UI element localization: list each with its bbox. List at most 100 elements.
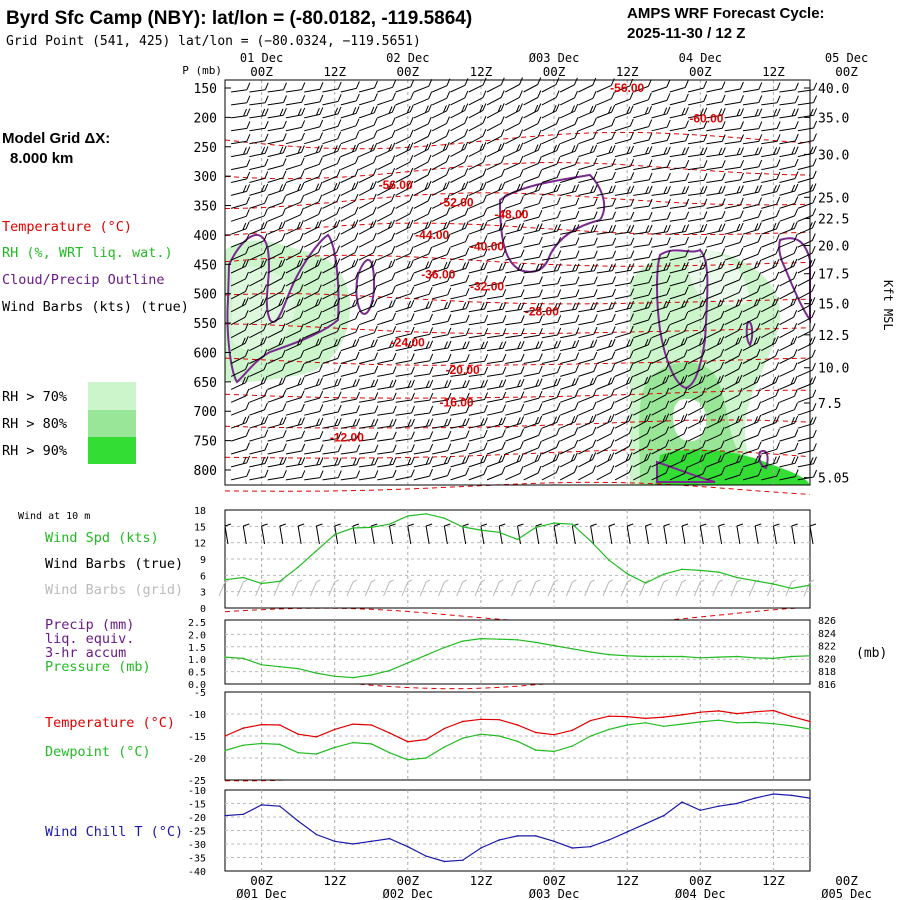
wind-barb [651,262,671,274]
wind-barb [742,401,762,416]
wind-barb [304,157,323,171]
wind-speed-line-point [626,572,628,575]
wind-barb [231,82,251,93]
wind-chill-tick-label: -15 [188,800,206,811]
wind-barb [523,143,542,158]
wind-barb [303,207,323,222]
wind-barb [230,336,249,352]
wind-barb [450,103,469,119]
wind-barb [651,337,670,352]
dewpoint-line-point [717,719,720,721]
wind-barb [267,195,287,209]
wind-barb [340,106,360,119]
wind-chill-line-point [224,814,226,817]
wind-barb [285,457,306,468]
wind-barb [560,364,579,377]
wind-barb [706,427,725,442]
wind-barb [523,116,542,132]
temperature-contour-label: -56.00 [610,81,644,95]
wind-barb [779,362,798,377]
wind-barb [322,351,342,364]
wind-barb [450,392,470,403]
wind-barb [413,91,433,106]
wind-barb [706,414,725,429]
wind-barb [230,428,250,442]
pressure-line-point [370,674,373,676]
wind-barb [505,196,524,209]
wind-barb [596,198,616,209]
temperature-contour [224,192,811,210]
wind-barb [340,118,360,132]
wind-barb [541,210,561,222]
wind-barb [285,284,304,300]
wind-barb [578,401,597,416]
wind-barb [432,353,452,364]
wind-barb [249,196,269,209]
wind-barb [614,237,635,248]
temperature-line-point [699,711,702,714]
wind-barb [779,108,799,119]
wind-barb [230,362,249,377]
wind-barb [359,392,379,403]
wind-barb [614,145,635,158]
wind-barb [249,389,268,403]
wind-chill-line-point [279,805,281,807]
wind-barb [395,167,414,183]
wind-barb [432,287,452,300]
wind-chill-line-point [571,847,574,849]
wind-barb-true [699,523,707,545]
dewpoint-panel-legend: Dewpoint (°C) [45,744,151,760]
wind-barb [779,133,799,145]
wind-barb [285,403,305,416]
wind-barb [742,310,761,326]
wind-barb [578,314,598,326]
wind-barb [322,245,341,261]
wind-barb [651,120,671,132]
wind-barb [742,197,762,209]
wind-barb [761,271,780,287]
wind-barb [249,183,269,196]
wind-barb [322,206,341,222]
temperature-contour-label: -52.00 [440,196,474,210]
wind-barb [230,442,250,455]
wind-speed-line-point [516,538,519,541]
wind-barb [431,167,450,183]
pressure-tick-label-right: 818 [818,667,836,678]
wind-barb [651,400,670,416]
wind-barb [413,313,433,326]
wind-barb [541,302,562,313]
wind-barb [560,276,580,287]
bottom-hour-label: 12Z [762,873,785,888]
wind-barb [523,276,543,287]
wind-barb [742,121,763,132]
wind-barb [450,274,470,287]
bottom-hour-label: 12Z [323,873,346,888]
dewpoint-line-point [297,751,299,754]
wind-speed-line-point [480,529,482,531]
wind-barb-true [334,523,341,545]
wind-barb [578,224,598,235]
wind-barb [340,131,360,145]
wind-barb [486,379,507,390]
wind-barb [432,405,452,416]
pressure-tick-label-right: 824 [818,629,836,640]
wind-barb [779,310,798,326]
temperature-line-point [224,735,226,737]
wind-barb [669,453,688,468]
wind-chill-line-point [754,797,756,799]
temperature-contour-label: -16.00 [440,395,474,409]
pressure-line-point [626,655,628,657]
pressure-line-point [681,655,683,658]
wind-barb [578,91,597,106]
wind-chill-line-point [772,793,775,795]
wind-barb [687,466,707,481]
wind-barb [779,271,798,287]
dewpoint-line-point [644,722,647,724]
wind-barb [742,414,762,429]
wind-barb [340,181,359,196]
wind-barb [560,302,580,313]
wind-barb [322,169,341,183]
dewpoint-line-point [626,724,628,726]
kft-tick-label: 12.5 [818,329,849,344]
wind-barb [523,328,543,339]
